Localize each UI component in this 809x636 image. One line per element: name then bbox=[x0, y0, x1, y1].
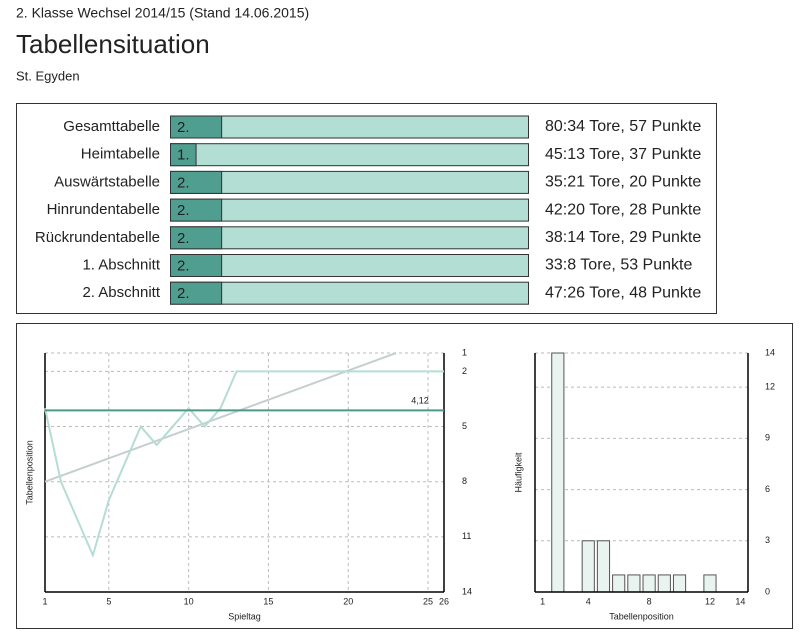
rank-track bbox=[170, 254, 529, 277]
x-axis-label: Spieltag bbox=[228, 611, 261, 621]
page-title: Tabellensituation bbox=[16, 29, 210, 59]
row-label: Heimtabelle bbox=[81, 146, 160, 163]
x-tick-label: 14 bbox=[735, 596, 745, 606]
y-tick-label: 14 bbox=[462, 586, 472, 596]
x-tick-label: 15 bbox=[263, 596, 273, 606]
table-box bbox=[16, 103, 717, 314]
x-tick-label: 1 bbox=[540, 596, 545, 606]
rank-bar bbox=[170, 115, 223, 139]
y-tick-label: 1 bbox=[462, 347, 467, 357]
row-summary: 38:14 Tore, 29 Punkte bbox=[545, 229, 701, 246]
y-axis-label: Häufigkeit bbox=[513, 452, 523, 493]
y-tick-label: 11 bbox=[462, 531, 471, 541]
row-label: 1. Abschnitt bbox=[82, 256, 160, 273]
rank-label: 2. bbox=[177, 174, 190, 191]
rank-label: 2. bbox=[177, 257, 190, 274]
rank-label: 2. bbox=[177, 202, 190, 219]
bar bbox=[657, 574, 671, 593]
team: St. Egyden bbox=[16, 68, 80, 83]
x-tick-label: 8 bbox=[647, 596, 652, 606]
x-axis-label: Tabellenposition bbox=[609, 611, 674, 621]
row-label: Auswärtstabelle bbox=[54, 173, 160, 190]
row-summary: 33:8 Tore, 53 Punkte bbox=[545, 257, 692, 274]
rank-label: 2. bbox=[177, 230, 190, 247]
x-tick-label: 20 bbox=[343, 596, 353, 606]
chart-box bbox=[16, 323, 793, 629]
bar bbox=[612, 574, 626, 593]
y-tick-label: 8 bbox=[462, 476, 467, 486]
row-summary: 42:20 Tore, 28 Punkte bbox=[545, 201, 701, 218]
y-tick-label: 3 bbox=[765, 535, 770, 545]
rank-bar bbox=[170, 281, 223, 305]
y-tick-label: 5 bbox=[462, 421, 467, 431]
rank-bar bbox=[170, 226, 223, 250]
rank-track bbox=[170, 115, 529, 139]
x-tick-label: 1 bbox=[42, 596, 47, 606]
y-axis-label: Tabellenposition bbox=[24, 440, 34, 505]
y-tick-label: 6 bbox=[765, 484, 770, 494]
y-tick-label: 0 bbox=[765, 586, 770, 596]
bar bbox=[672, 574, 687, 593]
row-summary: 80:34 Tore, 57 Punkte bbox=[545, 118, 701, 135]
x-tick-label: 25 bbox=[423, 596, 433, 606]
row-label: Rückrundentabelle bbox=[35, 229, 160, 246]
y-tick-label: 2 bbox=[462, 366, 467, 376]
rank-track bbox=[170, 226, 529, 250]
row-summary: 45:13 Tore, 37 Punkte bbox=[545, 146, 701, 163]
rank-track bbox=[170, 143, 529, 167]
rank-label: 2. bbox=[177, 119, 190, 136]
competition: 2. Klasse Wechsel 2014/15 (Stand 14.06.2… bbox=[16, 5, 309, 21]
x-tick-label: 5 bbox=[106, 596, 111, 606]
rank-track bbox=[170, 170, 529, 194]
row-summary: 35:21 Tore, 20 Punkte bbox=[545, 174, 701, 191]
rank-bar bbox=[170, 198, 223, 222]
y-tick-label: 12 bbox=[765, 382, 775, 392]
x-tick-label: 26 bbox=[439, 596, 449, 606]
rank-track bbox=[170, 281, 529, 305]
bar bbox=[703, 574, 717, 593]
row-label: 2. Abschnitt bbox=[82, 284, 160, 301]
average-label: 4,12 bbox=[411, 396, 429, 406]
rank-bar bbox=[170, 254, 223, 277]
x-tick-label: 12 bbox=[705, 596, 715, 606]
x-tick-label: 10 bbox=[184, 596, 194, 606]
bar bbox=[642, 574, 656, 593]
row-label: Hinrundentabelle bbox=[47, 201, 160, 218]
rank-track bbox=[170, 198, 529, 222]
rank-label: 2. bbox=[177, 285, 190, 302]
y-tick-label: 9 bbox=[765, 433, 770, 443]
y-tick-label: 14 bbox=[765, 347, 775, 357]
rank-bar bbox=[170, 170, 223, 194]
row-summary: 47:26 Tore, 48 Punkte bbox=[545, 284, 701, 301]
x-tick-label: 4 bbox=[586, 596, 591, 606]
row-label: Gesamttabelle bbox=[63, 118, 160, 135]
trend-line bbox=[44, 352, 397, 483]
bar bbox=[627, 574, 641, 593]
rank-label: 1. bbox=[177, 147, 190, 164]
bar bbox=[596, 540, 611, 593]
bar bbox=[581, 540, 595, 593]
bar bbox=[551, 352, 565, 593]
rank-bar bbox=[170, 143, 197, 167]
position-line bbox=[44, 370, 444, 559]
